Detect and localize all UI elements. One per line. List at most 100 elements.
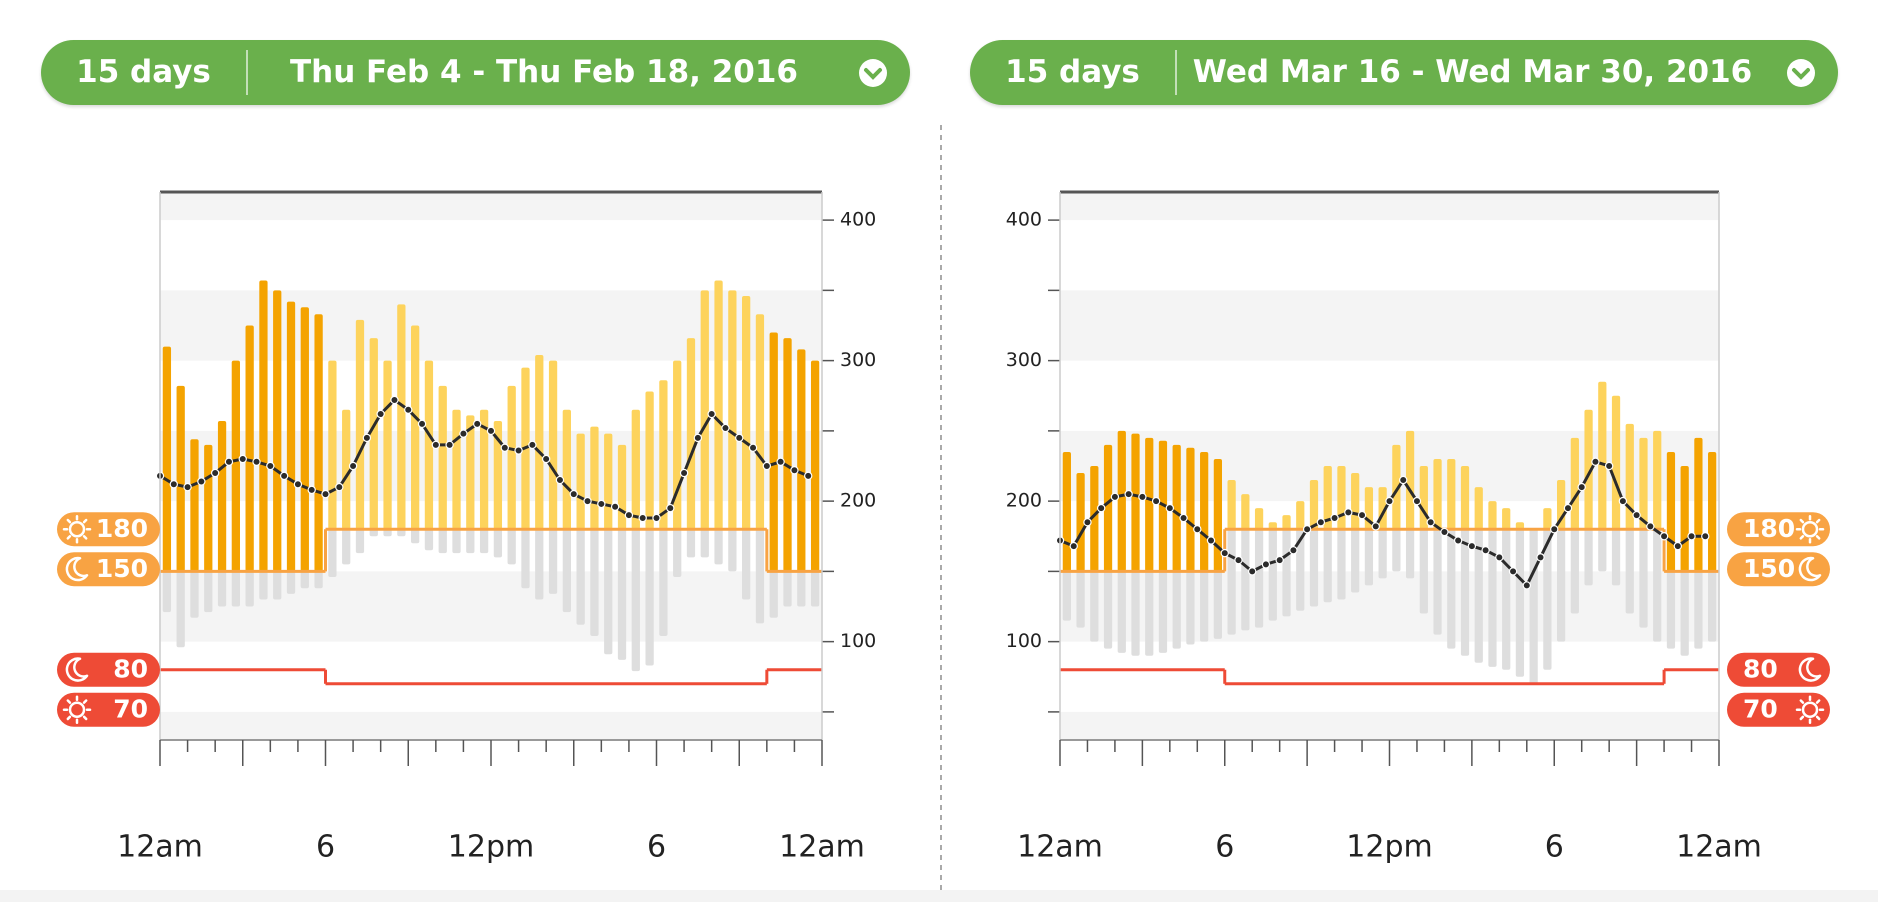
bar-above [1296, 501, 1305, 530]
bar-above [562, 409, 571, 530]
mean-dot [486, 426, 496, 436]
mean-dot [790, 466, 799, 475]
bar-above [755, 314, 765, 530]
bar-above [466, 415, 475, 530]
bar-above [342, 409, 351, 530]
chevron[interactable] [858, 58, 888, 88]
bar-above [1447, 458, 1456, 530]
bar-below [1405, 529, 1415, 579]
mean-dot [1193, 525, 1202, 534]
bar-above [204, 444, 213, 572]
bar-above [535, 354, 544, 530]
y-tick-label: 300 [840, 349, 876, 371]
bar-below [383, 529, 392, 537]
mean-dot [1069, 541, 1078, 551]
mean-dot [210, 468, 220, 478]
bar-above [728, 290, 737, 530]
mean-dot [610, 502, 620, 511]
y-tick-label: 100 [840, 630, 876, 652]
moon-icon [65, 657, 89, 682]
bar-above [604, 433, 613, 530]
mean-dot [1591, 457, 1600, 466]
band [160, 192, 822, 221]
mean-dot [1110, 492, 1120, 502]
bar-above [1309, 480, 1319, 530]
bar-below [314, 571, 323, 589]
bar-below [1625, 529, 1634, 614]
bar-below [1694, 571, 1703, 649]
mean-dot [404, 405, 413, 414]
mean-dot [348, 461, 358, 471]
bar-below [1556, 529, 1566, 642]
mean-dot [1248, 567, 1257, 576]
mean-dot [500, 443, 509, 452]
bar-below [1378, 529, 1387, 579]
y-tick-label: 300 [1006, 349, 1042, 371]
mean-dot [721, 423, 730, 433]
bar-above [479, 409, 489, 530]
bar-above [355, 319, 365, 530]
x-tick-label: 6 [1545, 830, 1564, 865]
chevron[interactable] [1786, 58, 1816, 88]
bar-above [411, 325, 420, 530]
bar-below [286, 571, 296, 594]
bar-below [493, 529, 503, 558]
bar-above [810, 360, 820, 572]
mean-dot [1316, 518, 1326, 527]
badge-value: 150 [96, 554, 148, 583]
date-picker[interactable]: 15 days Thu Feb 4 - Thu Feb 18, 2016 [41, 40, 910, 105]
sun-ray [82, 535, 88, 540]
y-tick-label: 200 [1006, 490, 1042, 512]
bar-below [1145, 571, 1154, 656]
sun-ray [1815, 535, 1821, 540]
mean-dot [1220, 548, 1229, 558]
x-tick-label: 6 [1215, 830, 1234, 865]
mean-dot [1467, 541, 1477, 551]
date-picker[interactable]: 15 days Wed Mar 16 - Wed Mar 30, 2016 [970, 40, 1838, 105]
sun-ray [1799, 518, 1805, 524]
mean-dot [597, 499, 606, 509]
separator [1175, 50, 1177, 95]
x-tick-label: 12am [1017, 830, 1103, 865]
bar-below [742, 529, 751, 600]
bar-above [1488, 501, 1497, 530]
mean-dot [473, 419, 482, 429]
mean-dot [1124, 489, 1133, 499]
bar-above [438, 385, 447, 530]
bar-below [604, 529, 613, 655]
bar-above [397, 304, 406, 530]
bar-above [686, 338, 696, 530]
bar-above [452, 409, 461, 530]
bar-below [1200, 571, 1209, 642]
target-badge: 70 [1727, 692, 1830, 727]
mean-dot [528, 440, 537, 450]
bar-below [659, 529, 668, 637]
mean-dot [707, 409, 716, 419]
badge-background [1727, 512, 1830, 547]
mean-dot [693, 433, 703, 443]
bar-below [342, 529, 351, 565]
mean-dot [555, 475, 565, 485]
bar-above [1502, 508, 1511, 530]
mean-dot [514, 446, 523, 455]
bar-above [769, 332, 778, 572]
bar-below [1364, 529, 1374, 586]
bar-below [479, 529, 489, 554]
bar-below [190, 571, 199, 618]
sun-icon [1801, 701, 1819, 718]
sun-ray [82, 518, 88, 524]
bar-below [1433, 529, 1442, 635]
bar-above [1282, 515, 1291, 530]
bar-above [1611, 395, 1621, 530]
bar [1529, 529, 1538, 684]
sun-icon [68, 701, 86, 718]
band [1060, 290, 1719, 361]
bar-below [1474, 529, 1483, 663]
mean-dot [307, 485, 316, 495]
bar-below [1502, 529, 1511, 670]
bar-below [231, 571, 240, 607]
bar-below [1254, 529, 1264, 628]
bar-below [1186, 571, 1195, 645]
mean-dot [293, 480, 303, 489]
bar-above [1598, 381, 1607, 530]
